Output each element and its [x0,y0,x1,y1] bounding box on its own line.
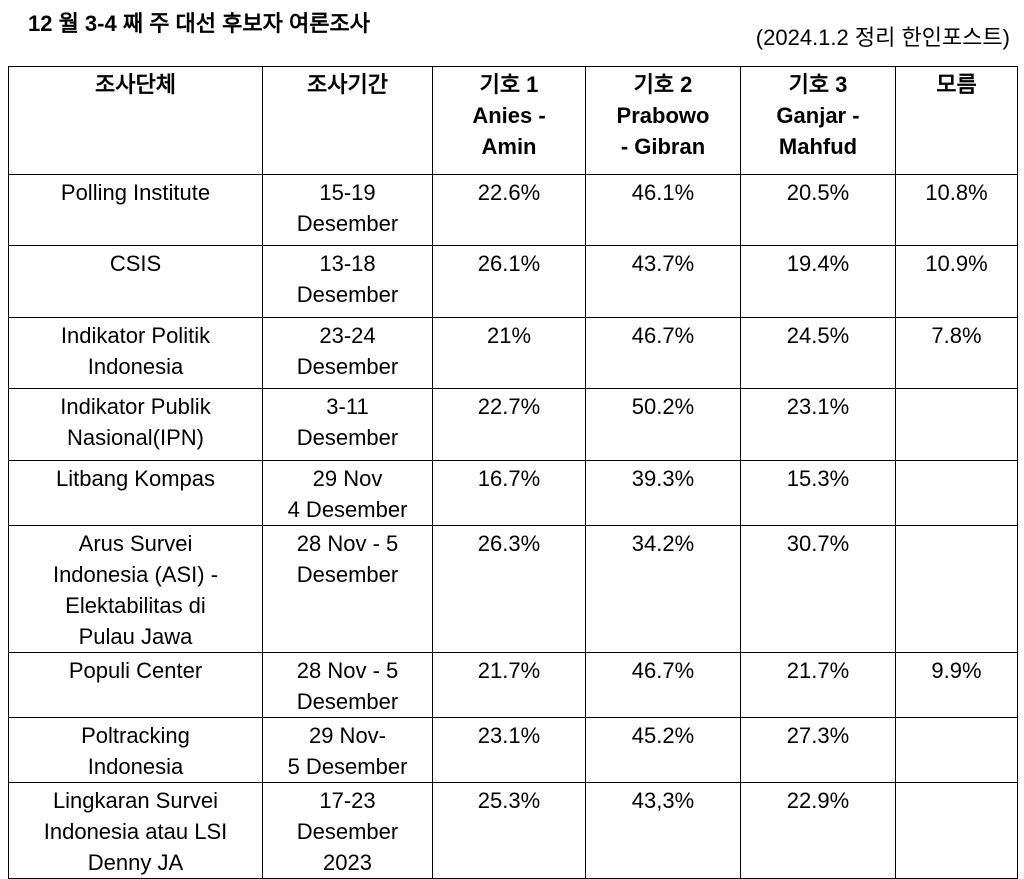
table-cell: 10.9% [895,245,1018,318]
table-cell: 17-23 Desember 2023 [262,782,433,879]
poll-table: 조사단체 조사기간 기호 1 Anies - Amin 기호 2 Prabowo - … [8,66,1018,879]
table-cell: 13-18 Desember [262,245,433,318]
table-cell: 43,3% [585,782,741,879]
table-cell: 23.1% [740,388,896,461]
table-cell: 22.6% [432,174,586,246]
table-row: Litbang Kompas 29 Nov 4 Desember 16.7% 39.3… [8,460,1018,526]
table-cell [895,782,1018,879]
table-cell: Litbang Kompas [8,460,263,526]
table-cell [895,388,1018,461]
column-header: 모름 [895,66,1018,175]
table-cell: 46.7% [585,652,741,718]
column-header: 조사기간 [262,66,433,175]
table-cell: 39.3% [585,460,741,526]
table-cell: 7.8% [895,317,1018,389]
source-note: (2024.1.2 정리 한인포스트) [755,25,1010,50]
table-cell: 15.3% [740,460,896,526]
column-header: 기호 2 Prabowo - Gibran [585,66,741,175]
table-cell: 50.2% [585,388,741,461]
table-cell [895,460,1018,526]
table-cell: 27.3% [740,717,896,783]
table-cell: 9.9% [895,652,1018,718]
table-row: Polling Institute 15-19 Desember 22.6% 46.1… [8,174,1018,246]
table-cell: 46.1% [585,174,741,246]
table-cell: 45.2% [585,717,741,783]
table-row: Arus Survei Indonesia (ASI) - Elektabili… [8,525,1018,653]
table-cell: 34.2% [585,525,741,653]
table-cell: Populi Center [8,652,263,718]
table-cell: 3-11 Desember [262,388,433,461]
table-cell: 43.7% [585,245,741,318]
table-cell: 16.7% [432,460,586,526]
table-cell: 28 Nov - 5 Desember [262,525,433,653]
table-row: CSIS 13-18 Desember 26.1% 43.7% 19.4% 10.9% [8,245,1018,318]
table-cell: 20.5% [740,174,896,246]
header-row: 조사단체 조사기간 기호 1 Anies - Amin 기호 2 Prabowo - … [8,66,1018,175]
column-header: 기호 1 Anies - Amin [432,66,586,175]
table-cell: Lingkaran Survei Indonesia atau LSI Denn… [8,782,263,879]
table-cell: 30.7% [740,525,896,653]
table-cell: 29 Nov- 5 Desember [262,717,433,783]
table-cell: 25.3% [432,782,586,879]
table-cell: 22.7% [432,388,586,461]
table-cell: 26.1% [432,245,586,318]
table-cell: Poltracking Indonesia [8,717,263,783]
table-cell: Indikator Politik Indonesia [8,317,263,389]
title: 12 월 3-4 째 주 대선 후보자 여론조사 [28,11,370,36]
table-cell: CSIS [8,245,263,318]
table-row: Lingkaran Survei Indonesia atau LSI Denn… [8,782,1018,879]
table-cell: 22.9% [740,782,896,879]
table-cell: Indikator Publik Nasional(IPN) [8,388,263,461]
table-cell: 28 Nov - 5 Desember [262,652,433,718]
table-row: Populi Center 28 Nov - 5 Desember 21.7% 46.… [8,652,1018,718]
table-cell: Arus Survei Indonesia (ASI) - Elektabili… [8,525,263,653]
table-row: Indikator Publik Nasional(IPN) 3-11 Desem… [8,388,1018,461]
table-row: Indikator Politik Indonesia 23-24 Desembe… [8,317,1018,389]
table-cell: 46.7% [585,317,741,389]
column-header: 기호 3 Ganjar - Mahfud [740,66,896,175]
table-cell: 26.3% [432,525,586,653]
table-cell: 23-24 Desember [262,317,433,389]
column-header: 조사단체 [8,66,263,175]
table-cell: 15-19 Desember [262,174,433,246]
table-cell: 21.7% [432,652,586,718]
table-cell [895,525,1018,653]
table-row: Poltracking Indonesia 29 Nov- 5 Desember 2… [8,717,1018,783]
table-cell: 10.8% [895,174,1018,246]
table-cell: 24.5% [740,317,896,389]
table-cell: 19.4% [740,245,896,318]
table-cell: 23.1% [432,717,586,783]
table-cell: Polling Institute [8,174,263,246]
table-cell: 21% [432,317,586,389]
table-cell [895,717,1018,783]
table-cell: 21.7% [740,652,896,718]
table-cell: 29 Nov 4 Desember [262,460,433,526]
